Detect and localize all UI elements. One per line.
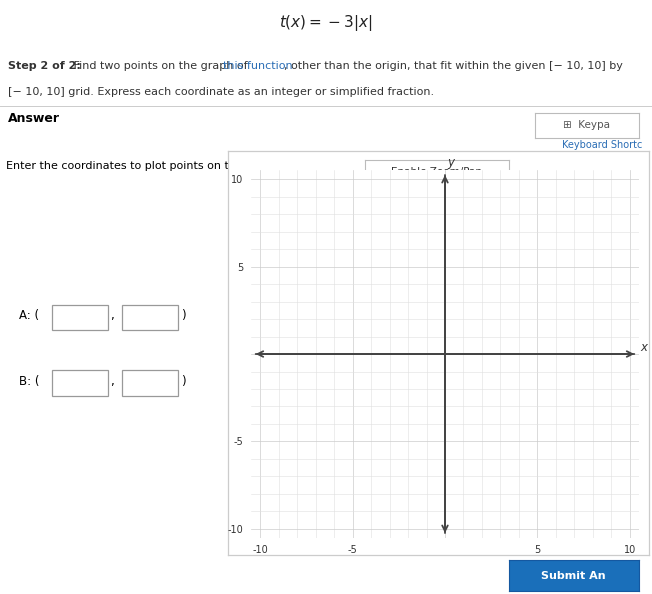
Text: Enter the coordinates to plot points on the graph.: Enter the coordinates to plot points on … — [7, 162, 283, 171]
Text: B: (: B: ( — [19, 375, 39, 388]
Text: Step 2 of 2:: Step 2 of 2: — [8, 61, 81, 71]
Text: Find two points on the graph of: Find two points on the graph of — [70, 61, 251, 71]
Text: , other than the origin, that fit within the given [− 10, 10] by: , other than the origin, that fit within… — [284, 61, 623, 71]
Text: ⊞  Keypa: ⊞ Keypa — [563, 121, 610, 130]
FancyBboxPatch shape — [52, 305, 108, 330]
FancyBboxPatch shape — [122, 305, 179, 330]
Text: ): ) — [181, 309, 185, 323]
Text: A: (: A: ( — [19, 309, 39, 323]
Text: Submit An: Submit An — [541, 571, 606, 580]
FancyBboxPatch shape — [52, 370, 108, 396]
Text: this function: this function — [223, 61, 293, 71]
Text: [− 10, 10] grid. Express each coordinate as an integer or simplified fraction.: [− 10, 10] grid. Express each coordinate… — [8, 87, 434, 97]
Text: Keyboard Shortc: Keyboard Shortc — [562, 140, 642, 150]
Text: ): ) — [181, 375, 185, 388]
Text: x: x — [641, 340, 648, 353]
FancyBboxPatch shape — [122, 370, 179, 396]
Text: $t(x) = -3|x|$: $t(x) = -3|x|$ — [279, 12, 373, 33]
Text: ,: , — [110, 375, 114, 388]
Text: Enable Zoom/Pan: Enable Zoom/Pan — [391, 167, 482, 176]
Text: y: y — [447, 156, 454, 169]
Text: ,: , — [110, 309, 114, 323]
Text: Answer: Answer — [8, 112, 60, 125]
